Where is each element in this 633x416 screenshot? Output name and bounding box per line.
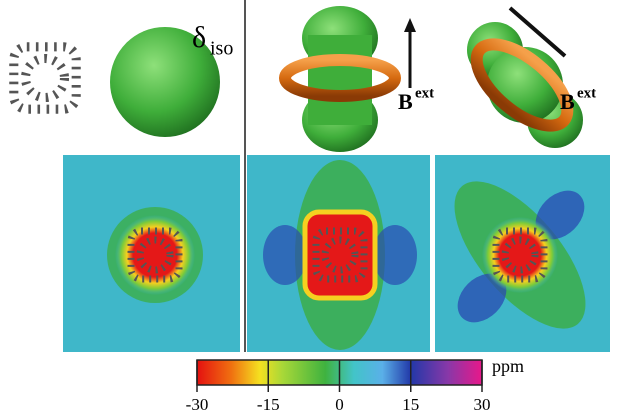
- field-label: B: [560, 89, 575, 114]
- map-tilted: [432, 155, 610, 352]
- shielding-surface-z: [285, 6, 395, 152]
- figure: δ iso B ext B ext: [0, 0, 633, 416]
- tick-label: 30: [474, 395, 491, 414]
- cage-molecule: [14, 47, 76, 109]
- colorbar-unit: ppm: [492, 356, 524, 376]
- tick-label: 15: [402, 395, 419, 414]
- map-z: [247, 155, 430, 352]
- field-superscript: ext: [577, 85, 596, 101]
- delta-subscript: iso: [210, 38, 233, 60]
- shielding-surface-tilted: [463, 22, 583, 148]
- field-superscript: ext: [415, 85, 434, 101]
- tick-label: 0: [335, 395, 344, 414]
- field-label: B: [398, 89, 413, 114]
- delta-symbol: δ: [192, 21, 206, 54]
- tick-label: -30: [186, 395, 209, 414]
- tick-label: -15: [257, 395, 280, 414]
- map-isotropic: [63, 155, 240, 352]
- field-arrow-head: [404, 18, 416, 32]
